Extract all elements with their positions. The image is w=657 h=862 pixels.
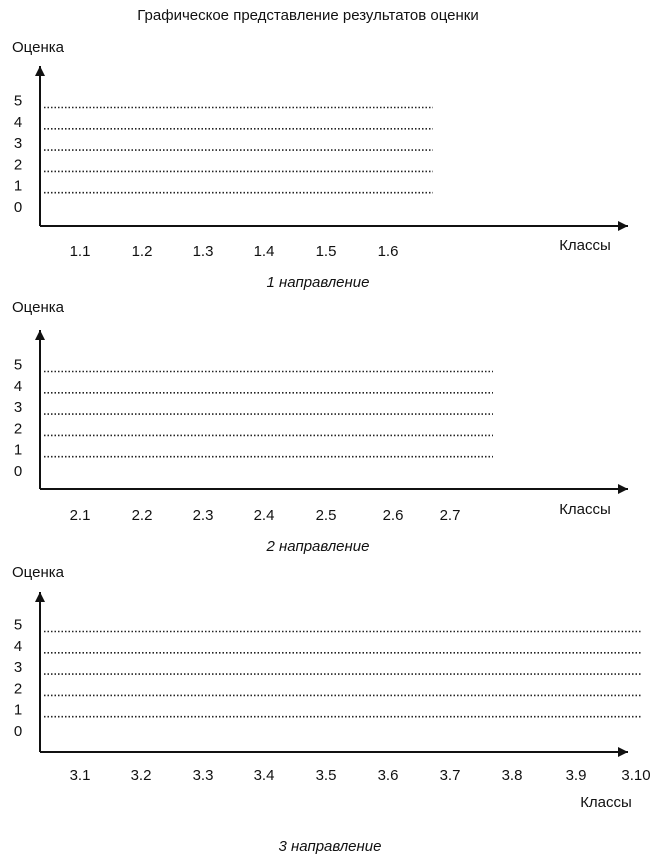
panel-caption: 2 направление <box>266 538 370 555</box>
x-tick-label: 3.6 <box>378 767 399 784</box>
x-tick-label: 2.5 <box>316 507 337 524</box>
y-tick-label: 0 <box>14 463 22 480</box>
y-tick-label: 0 <box>14 199 22 216</box>
x-tick-label: 3.2 <box>131 767 152 784</box>
x-tick-label: 1.2 <box>132 243 153 260</box>
y-tick-label: 1 <box>14 702 22 719</box>
x-tick-label: 3.3 <box>193 767 214 784</box>
y-tick-label: 1 <box>14 442 22 459</box>
y-axis-label: Оценка <box>12 564 65 581</box>
y-tick-label: 5 <box>14 356 22 373</box>
y-tick-label: 1 <box>14 178 22 195</box>
y-tick-label: 2 <box>14 156 22 173</box>
y-arrow <box>35 592 45 602</box>
x-tick-label: 1.3 <box>193 243 214 260</box>
x-tick-label: 1.4 <box>254 243 275 260</box>
y-tick-label: 4 <box>14 114 22 131</box>
y-tick-label: 4 <box>14 378 22 395</box>
y-tick-label: 3 <box>14 659 22 676</box>
panel-caption: 1 направление <box>267 274 370 291</box>
x-arrow <box>618 747 628 757</box>
x-tick-label: 3.7 <box>440 767 461 784</box>
x-tick-label: 3.1 <box>70 767 91 784</box>
y-tick-label: 2 <box>14 420 22 437</box>
x-tick-label: 1.5 <box>316 243 337 260</box>
y-tick-label: 5 <box>14 92 22 109</box>
x-tick-label: 2.2 <box>132 507 153 524</box>
y-axis-label: Оценка <box>12 299 65 316</box>
x-tick-label: 2.3 <box>193 507 214 524</box>
y-tick-label: 4 <box>14 638 22 655</box>
x-tick-label: 2.6 <box>383 507 404 524</box>
x-arrow <box>618 221 628 231</box>
x-tick-label: 1.6 <box>378 243 399 260</box>
x-tick-label: 3.5 <box>316 767 337 784</box>
x-tick-label: 2.7 <box>440 507 461 524</box>
x-arrow <box>618 484 628 494</box>
x-tick-label: 3.8 <box>502 767 523 784</box>
y-tick-label: 3 <box>14 135 22 152</box>
y-tick-label: 2 <box>14 680 22 697</box>
page-title: Графическое представление результатов оц… <box>137 7 478 24</box>
x-tick-label: 3.4 <box>254 767 275 784</box>
y-axis-label: Оценка <box>12 39 65 56</box>
x-axis-label: Классы <box>580 794 632 811</box>
x-tick-label: 3.9 <box>566 767 587 784</box>
y-arrow <box>35 66 45 76</box>
y-tick-label: 5 <box>14 616 22 633</box>
x-tick-label: 2.4 <box>254 507 275 524</box>
y-arrow <box>35 330 45 340</box>
x-tick-label: 3.10 <box>621 767 650 784</box>
panel-caption: 3 направление <box>279 838 382 855</box>
x-tick-label: 1.1 <box>70 243 91 260</box>
y-tick-label: 0 <box>14 723 22 740</box>
x-tick-label: 2.1 <box>70 507 91 524</box>
x-axis-label: Классы <box>559 237 611 254</box>
x-axis-label: Классы <box>559 501 611 518</box>
y-tick-label: 3 <box>14 399 22 416</box>
